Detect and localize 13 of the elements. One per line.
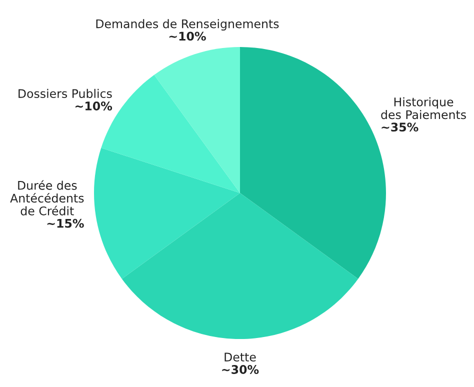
slice-label: Demandes de Renseignements bbox=[96, 19, 279, 31]
data-label: ~10% bbox=[169, 32, 206, 41]
slice-label: Dette bbox=[224, 352, 256, 362]
pie-slice bbox=[154, 47, 240, 193]
data-label: ~10% bbox=[76, 102, 112, 110]
slice-label: Historique des Paiements bbox=[381, 97, 466, 120]
slice-label: Dossiers Publics bbox=[18, 88, 112, 98]
pie-slice bbox=[94, 148, 240, 279]
data-label: ~30% bbox=[222, 365, 259, 374]
data-label: ~15% bbox=[47, 218, 84, 228]
pie-slice bbox=[122, 193, 358, 339]
slice-label: Durée des Antécédents de Crédit bbox=[10, 180, 84, 216]
data-label: ~35% bbox=[382, 122, 418, 132]
